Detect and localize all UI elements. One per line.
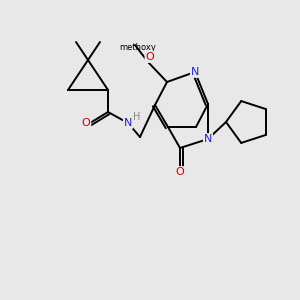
Text: N: N bbox=[204, 134, 212, 144]
Text: O: O bbox=[146, 52, 154, 62]
Text: methoxy: methoxy bbox=[120, 43, 156, 52]
Text: N: N bbox=[124, 118, 132, 128]
Text: O: O bbox=[146, 52, 154, 62]
Text: O: O bbox=[176, 167, 184, 177]
Text: H: H bbox=[133, 112, 141, 122]
Text: O: O bbox=[82, 118, 90, 128]
Text: N: N bbox=[191, 67, 199, 77]
